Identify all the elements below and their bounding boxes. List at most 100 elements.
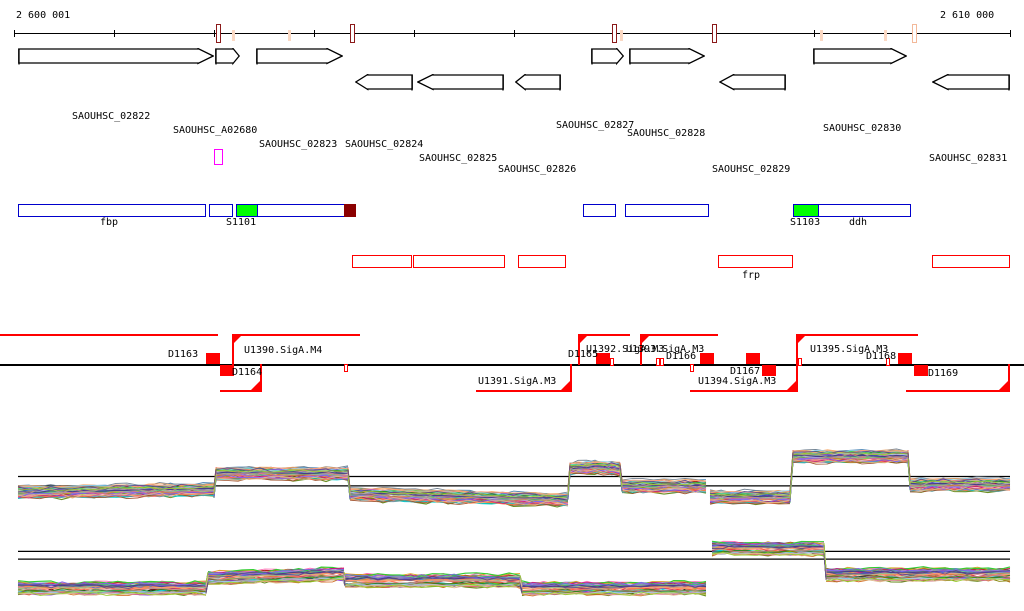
gene-label: SAOUHSC_02828 [627, 128, 706, 139]
ruler-axis-line [14, 33, 1010, 34]
gene-arrow[interactable] [215, 48, 240, 66]
gene-arrow[interactable] [18, 48, 214, 65]
operon-track: frp [0, 252, 1024, 282]
feature-label: S1101 [226, 217, 257, 228]
tss-flag[interactable] [232, 334, 243, 370]
tss-label-d1169: D1169 [928, 368, 959, 379]
tss-label-d1165: D1165 [568, 349, 599, 360]
tss-span-upstream [578, 334, 630, 336]
ruler-tick [1010, 30, 1011, 37]
tss-span-upstream [862, 334, 918, 336]
gene-label: SAOUHSC_02822 [72, 111, 151, 122]
operon-box[interactable] [413, 255, 505, 268]
tss-block[interactable] [746, 353, 760, 364]
gene-label: SAOUHSC_02825 [419, 153, 498, 164]
gene-label: SAOUHSC_02831 [929, 153, 1008, 164]
tss-hollow-marker[interactable] [660, 358, 664, 366]
operon-box[interactable] [932, 255, 1010, 268]
feature-green-segment[interactable] [793, 204, 819, 217]
tss-label-u1390: U1390.SigA.M4 [244, 345, 323, 356]
tss-label-u1393: U1393.SigA.M3 [626, 344, 705, 355]
gene-arrow[interactable] [932, 74, 1010, 91]
tss-flag[interactable] [640, 334, 651, 370]
protein-feature-box[interactable] [209, 204, 233, 217]
ruler-tick [514, 30, 515, 37]
feature-darkred-segment[interactable] [344, 204, 356, 217]
tss-flag[interactable] [796, 334, 807, 370]
gene-label: SAOUHSC_02827 [556, 120, 635, 131]
tss-flag-reverse[interactable] [787, 364, 798, 395]
tss-flag[interactable] [578, 334, 589, 370]
tss-hollow-marker[interactable] [886, 358, 890, 366]
ruler-marker[interactable] [912, 24, 917, 43]
tss-label-d1163: D1163 [168, 349, 199, 360]
tss-span-upstream [796, 334, 914, 336]
ruler-tick [114, 30, 115, 37]
tss-block-reverse[interactable] [220, 365, 234, 376]
operon-box[interactable] [352, 255, 412, 268]
gene-annotation-track: SAOUHSC_02822 SAOUHSC_A02680 SAOUHSC_028… [0, 42, 1024, 175]
gene-arrow[interactable] [515, 74, 561, 91]
tss-hollow-marker[interactable] [610, 358, 614, 366]
tss-flag-reverse[interactable] [251, 364, 262, 395]
gene-arrow[interactable] [417, 74, 504, 91]
feature-label-secondary: S1103 [790, 217, 821, 228]
gene-label: SAOUHSC_A02680 [173, 125, 258, 136]
gene-label: SAOUHSC_02824 [345, 139, 424, 150]
tss-span-downstream [476, 390, 572, 392]
tss-span-upstream [640, 334, 718, 336]
gene-arrow[interactable] [355, 74, 413, 91]
protein-feature-box[interactable] [18, 204, 206, 217]
tss-label-d1166: D1166 [666, 351, 697, 362]
gene-arrow[interactable] [719, 74, 786, 91]
gene-arrow[interactable] [256, 48, 343, 65]
protein-feature-box[interactable] [583, 204, 616, 217]
tss-hollow-marker[interactable] [798, 358, 802, 366]
gene-arrow[interactable] [591, 48, 624, 66]
tss-span-downstream [220, 390, 262, 392]
gene-arrow[interactable] [629, 48, 705, 65]
gene-label: SAOUHSC_02829 [712, 164, 791, 175]
tss-label-d1168: D1168 [866, 351, 897, 362]
tss-block[interactable] [700, 353, 714, 364]
tss-block[interactable] [206, 353, 220, 364]
tss-baseline [0, 364, 1024, 366]
tss-label-d1167: D1167 [730, 366, 761, 377]
magenta-feature-marker[interactable] [214, 149, 223, 165]
gene-arrow[interactable] [813, 48, 907, 65]
gene-label: SAOUHSC_02830 [823, 123, 902, 134]
tss-promoter-track: D1163 U1390.SigA.M4 D1164 U1391.SigA.M3 D116… [0, 320, 1024, 400]
feature-label: fbp [100, 217, 119, 228]
ruler-marker[interactable] [350, 24, 355, 43]
ruler-faint-tick [288, 30, 291, 41]
feature-green-segment[interactable] [236, 204, 258, 217]
tss-block-reverse[interactable] [914, 365, 928, 376]
tss-block-reverse[interactable] [762, 365, 776, 376]
tss-block[interactable] [596, 353, 610, 364]
ruler-marker[interactable] [216, 24, 221, 43]
ruler-marker[interactable] [712, 24, 717, 43]
operon-box[interactable] [718, 255, 793, 268]
coordinate-label-left: 2 600 001 [16, 10, 71, 21]
tss-hollow-marker[interactable] [690, 364, 694, 372]
tss-flag-reverse[interactable] [999, 364, 1010, 395]
ruler-tick [414, 30, 415, 37]
operon-label: frp [742, 270, 761, 281]
tss-label-u1392: U1392.SigA.M3 [586, 344, 665, 355]
gene-label: SAOUHSC_02826 [498, 164, 577, 175]
tss-span-downstream [690, 390, 798, 392]
gene-label: SAOUHSC_02823 [259, 139, 338, 150]
tss-span-downstream [906, 390, 1010, 392]
tss-label-u1395: U1395.SigA.M3 [810, 344, 889, 355]
tss-span-upstream [0, 334, 218, 336]
tss-flag-reverse[interactable] [561, 364, 572, 395]
ruler-tick [214, 30, 215, 37]
protein-feature-box[interactable] [625, 204, 709, 217]
operon-box[interactable] [518, 255, 566, 268]
tss-label-u1394: U1394.SigA.M3 [698, 376, 777, 387]
tss-hollow-marker[interactable] [344, 364, 348, 372]
tss-block[interactable] [898, 353, 912, 364]
ruler-marker[interactable] [612, 24, 617, 43]
tss-hollow-marker[interactable] [656, 358, 660, 366]
ruler-tick [814, 30, 815, 37]
